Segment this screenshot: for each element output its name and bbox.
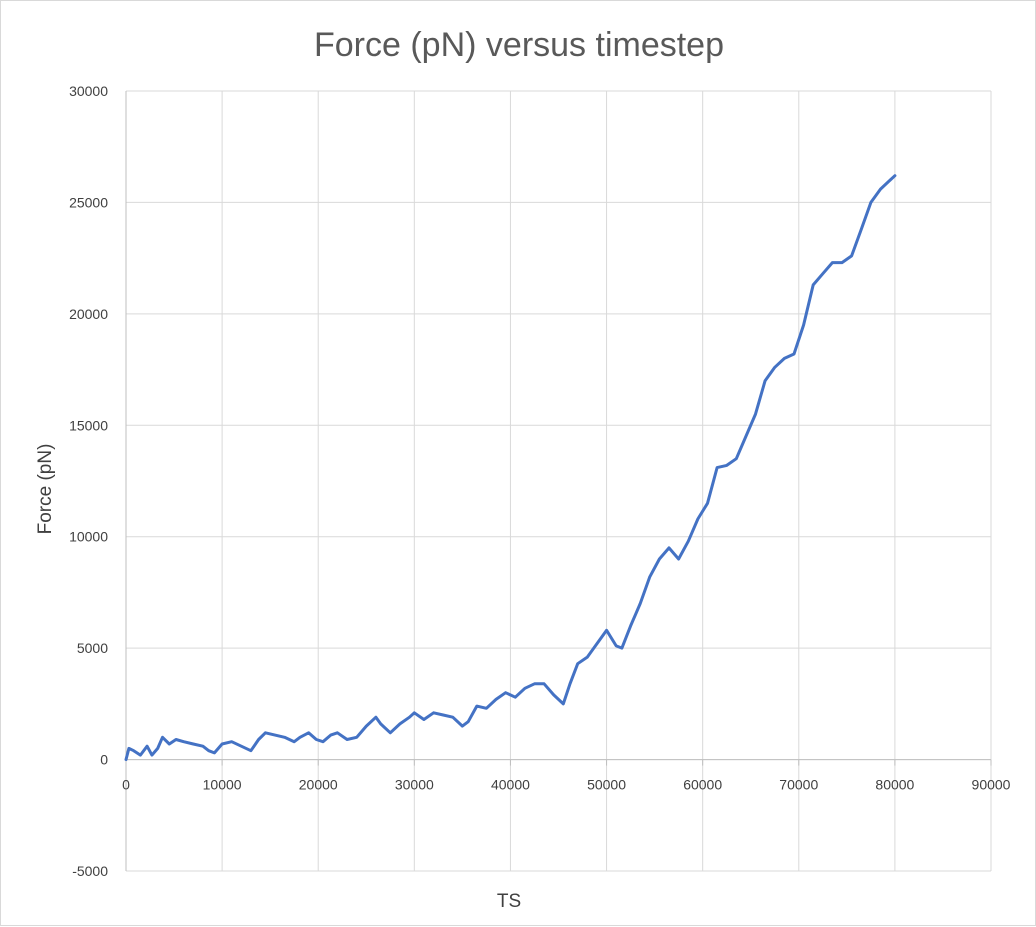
y-tick-label: 30000 xyxy=(69,83,108,99)
y-tick-label: 10000 xyxy=(69,529,108,545)
x-tick-label: 0 xyxy=(122,777,130,793)
x-tick-label: 10000 xyxy=(203,777,242,793)
series-layer xyxy=(124,174,897,762)
y-axis-title: Force (pN) xyxy=(35,444,56,535)
x-tick-label: 60000 xyxy=(683,777,722,793)
y-tick-label: 25000 xyxy=(69,194,108,210)
tick-labels: 0 10000 20000 30000 40000 50000 60000 70000 8000… xyxy=(69,83,1011,879)
x-tick-label: 30000 xyxy=(395,777,434,793)
axes xyxy=(125,91,992,871)
y-tick-label: 5000 xyxy=(77,640,108,656)
x-tick-label: 90000 xyxy=(972,777,1011,793)
y-tick-label: 20000 xyxy=(69,306,108,322)
x-axis-title: TS xyxy=(497,891,521,912)
y-tick-label: -5000 xyxy=(72,863,108,879)
series-line xyxy=(124,174,897,762)
x-tick-label: 20000 xyxy=(299,777,338,793)
x-tick-label: 40000 xyxy=(491,777,530,793)
chart-title: Force (pN) versus timestep xyxy=(314,26,724,64)
x-tick-label: 80000 xyxy=(875,777,914,793)
x-tick-label: 70000 xyxy=(779,777,818,793)
y-tick-label: 15000 xyxy=(69,417,108,433)
x-tick-label: 50000 xyxy=(587,777,626,793)
grid xyxy=(125,90,992,872)
y-tick-label: 0 xyxy=(100,752,108,768)
